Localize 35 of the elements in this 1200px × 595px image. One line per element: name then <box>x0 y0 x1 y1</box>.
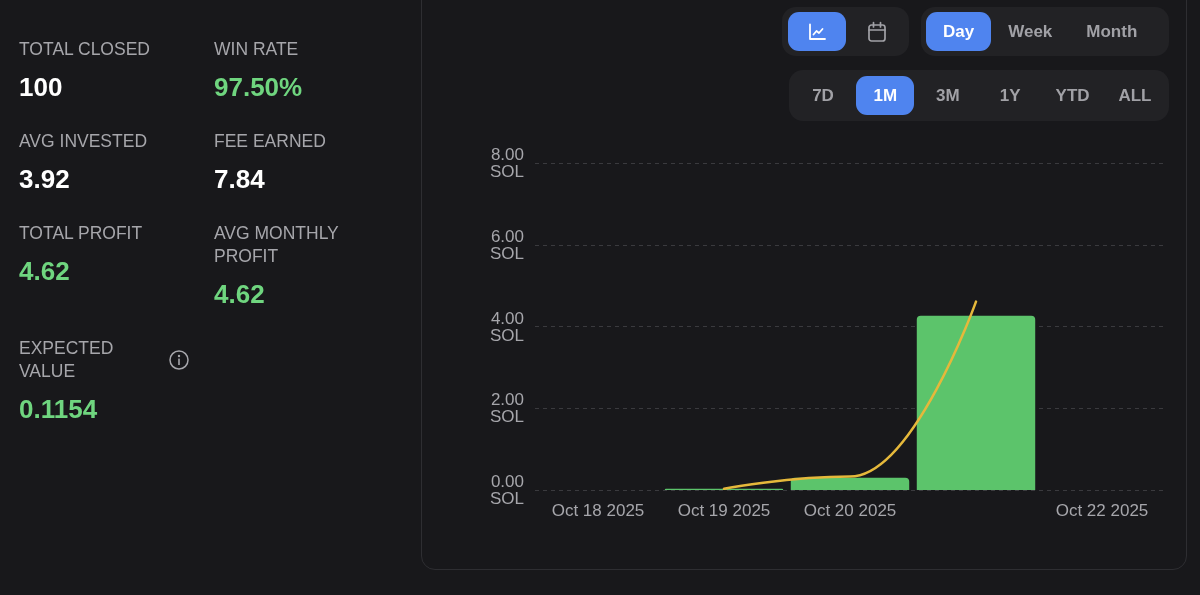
category-label: TOTAL CLOSED <box>19 38 151 61</box>
x-tick-label: Oct 19 2025 <box>677 501 771 520</box>
x-tick-label: Oct 22 2025 <box>1055 501 1149 520</box>
bar <box>790 477 910 490</box>
toggle-button[interactable]: Week <box>991 12 1070 51</box>
toggle-button[interactable]: Month <box>1069 12 1155 51</box>
category-label: EXPECTED VALUE <box>19 337 115 383</box>
text: 7.84 <box>214 164 265 194</box>
text: 4.62 <box>214 279 265 309</box>
toggle-button[interactable]: Day <box>926 12 992 51</box>
y-tick-label: 8.00 SOL <box>489 145 524 181</box>
text: 100 <box>19 72 63 102</box>
category-label: AVG MONTHLY PROFIT <box>214 222 340 268</box>
category-label: TOTAL PROFIT <box>19 222 144 245</box>
text: 3.92 <box>19 164 70 194</box>
text: 97.50% <box>214 72 303 102</box>
category-label: AVG INVESTED <box>19 130 149 153</box>
x-tick-label: Oct 18 2025 <box>551 501 645 520</box>
x-tick-label: Oct 20 2025 <box>803 501 897 520</box>
y-tick-label: 6.00 SOL <box>489 226 524 263</box>
toggle-button[interactable]: 1Y <box>981 76 1040 115</box>
icon-button[interactable] <box>788 12 846 51</box>
toggle-button[interactable]: ALL <box>1105 76 1164 115</box>
toggle-button[interactable]: 7D <box>794 76 852 115</box>
text: 4.62 <box>19 256 70 286</box>
toggle-button[interactable]: YTD <box>1043 76 1102 115</box>
y-tick-label: 2.00 SOL <box>489 390 524 427</box>
category-label: FEE EARNED <box>214 130 327 153</box>
text: 0.1154 <box>19 394 98 424</box>
toggle-button[interactable]: 3M <box>918 76 977 115</box>
toggle-button[interactable]: 1M <box>856 76 915 115</box>
y-tick-label: 4.00 SOL <box>489 308 524 345</box>
bar <box>916 315 1036 490</box>
y-tick-label: 0.00 SOL <box>489 472 524 508</box>
category-label: WIN RATE <box>214 38 300 61</box>
